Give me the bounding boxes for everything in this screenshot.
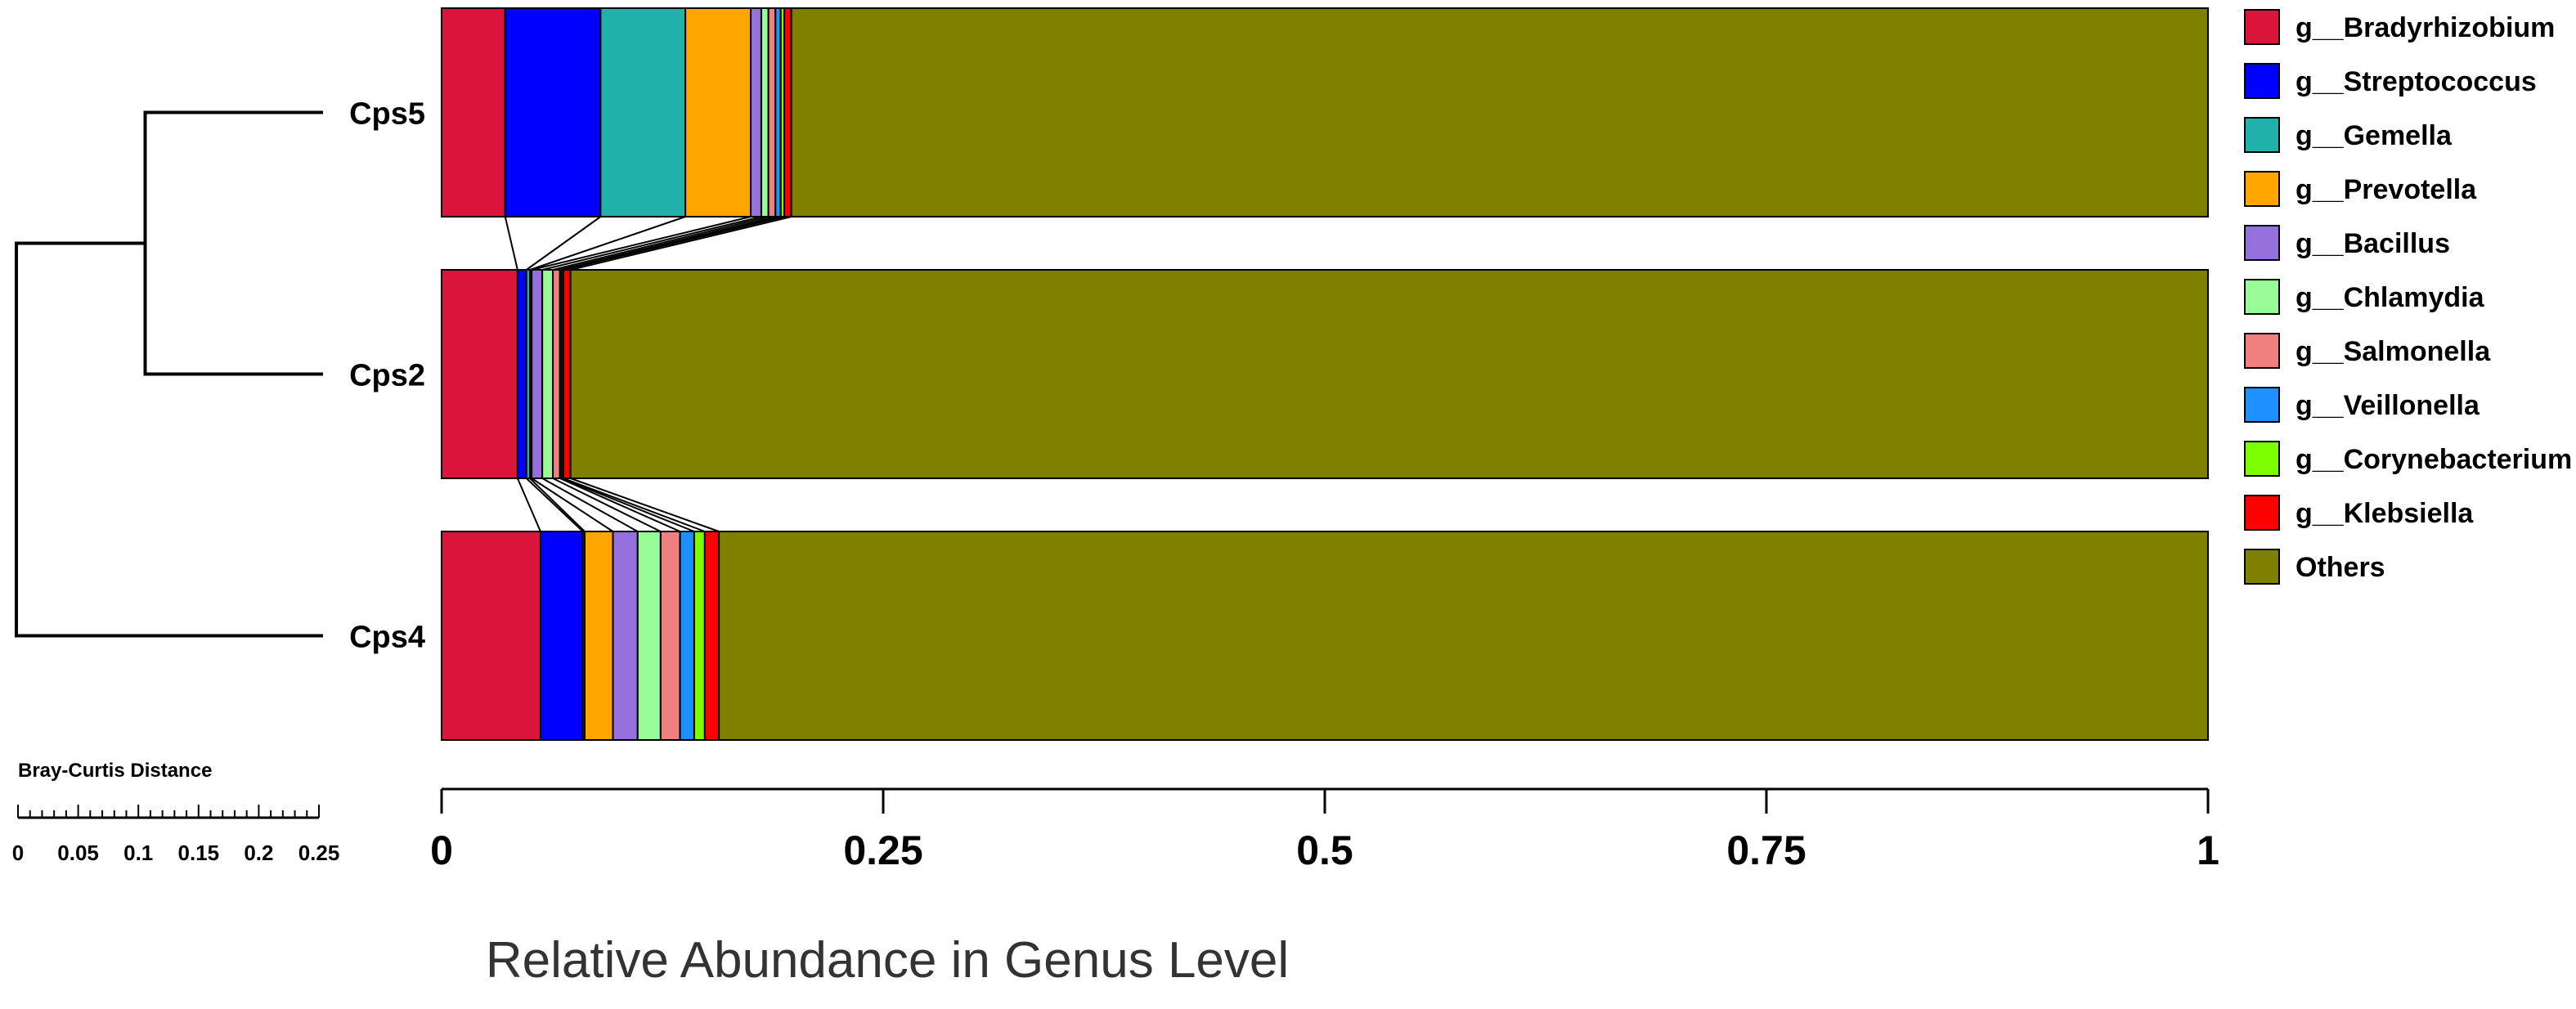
legend-swatch-g-salmonella bbox=[2244, 333, 2280, 369]
connector-line bbox=[525, 478, 584, 532]
bar-segment-cps5-g-salmonella bbox=[767, 7, 777, 217]
bar-segment-cps5-g-klebsiella bbox=[783, 7, 792, 217]
connector-line bbox=[570, 216, 792, 271]
x-axis-title: Relative Abundance in Genus Level bbox=[486, 932, 1289, 989]
scale-tick-label: 0 bbox=[12, 841, 24, 865]
bar-segment-cps2-g-salmonella bbox=[552, 269, 561, 479]
sample-label-cps5: Cps5 bbox=[349, 97, 425, 132]
connector-line bbox=[541, 216, 762, 271]
bar-segment-cps4-g-bradyrhizobium bbox=[441, 531, 541, 741]
bar-segment-cps4-g-prevotella bbox=[583, 531, 614, 741]
legend-swatch-g-chlamydia bbox=[2244, 279, 2280, 315]
legend-label-g-veillonella: g__Veillonella bbox=[2296, 390, 2480, 421]
bar-segment-cps2-g-bradyrhizobium bbox=[441, 269, 518, 479]
connector-line bbox=[559, 478, 681, 532]
bar-segment-cps4-g-salmonella bbox=[659, 531, 681, 741]
bar-segment-cps5-g-streptococcus bbox=[504, 7, 602, 217]
bar-segment-cps2-g-chlamydia bbox=[541, 269, 554, 479]
legend-label-g-bacillus: g__Bacillus bbox=[2296, 228, 2450, 259]
legend-swatch-others bbox=[2244, 549, 2280, 585]
dendrogram-branch-2 bbox=[15, 241, 323, 638]
stacked-bars: Cps5 Cps2 Cps4 bbox=[349, 7, 2209, 741]
bar-segment-cps5-g-prevotella bbox=[684, 7, 752, 217]
distance-scale-bar: Bray-Curtis Distance 0 0.05 0.1 0.15 0.2 0.25 bbox=[12, 760, 340, 865]
connector-line bbox=[504, 216, 518, 271]
legend-swatch-g-klebsiella bbox=[2244, 495, 2280, 531]
connector-line bbox=[526, 216, 601, 271]
legend-swatch-g-streptococcus bbox=[2244, 63, 2280, 99]
scale-tick-label: 0.25 bbox=[298, 841, 340, 865]
connector-line bbox=[531, 216, 752, 271]
connector-line bbox=[563, 216, 785, 271]
legend-label-g-streptococcus: g__Streptococcus bbox=[2296, 66, 2537, 97]
bar-segment-cps4-g-streptococcus bbox=[539, 531, 584, 741]
legend-label-g-corynebacterium: g__Corynebacterium bbox=[2296, 444, 2572, 475]
legend-label-g-gemella: g__Gemella bbox=[2296, 120, 2453, 151]
sample-label-cps2: Cps2 bbox=[349, 359, 425, 393]
bar-segment-cps5-g-chlamydia bbox=[760, 7, 770, 217]
dendrogram bbox=[15, 110, 323, 638]
bar-segment-cps4-g-corynebacterium bbox=[693, 531, 706, 741]
scale-tick-label: 0.15 bbox=[177, 841, 219, 865]
bar-segment-cps2-g-streptococcus bbox=[516, 269, 527, 479]
x-tick-label: 0.75 bbox=[1726, 827, 1806, 873]
x-tick-label: 0 bbox=[430, 827, 453, 873]
x-tick-label: 0.25 bbox=[843, 827, 922, 873]
legend-swatch-g-veillonella bbox=[2244, 387, 2280, 423]
legend-label-g-salmonella: g__Salmonella bbox=[2296, 336, 2491, 367]
bar-segment-cps5-g-bacillus bbox=[750, 7, 762, 217]
legend: g__Bradyrhizobium g__Streptococcus g__Geme… bbox=[2244, 9, 2572, 585]
legend-label-g-chlamydia: g__Chlamydia bbox=[2296, 282, 2485, 313]
dendrogram-branch-1 bbox=[143, 110, 323, 376]
scale-tick-label: 0.05 bbox=[57, 841, 99, 865]
legend-label-g-prevotella: g__Prevotella bbox=[2296, 174, 2477, 205]
legend-label-g-klebsiella: g__Klebsiella bbox=[2296, 498, 2474, 529]
connector-line bbox=[531, 478, 614, 532]
bar-segment-cps2-g-klebsiella bbox=[563, 269, 572, 479]
scale-title: Bray-Curtis Distance bbox=[18, 760, 212, 782]
bar-segment-cps4-g-bacillus bbox=[612, 531, 639, 741]
legend-swatch-g-bacillus bbox=[2244, 225, 2280, 261]
legend-label-others: Others bbox=[2296, 552, 2385, 583]
bar-segment-cps5-g-gemella bbox=[599, 7, 687, 217]
legend-swatch-g-bradyrhizobium bbox=[2244, 9, 2280, 45]
scale-tick-label: 0.2 bbox=[244, 841, 273, 865]
bar-segment-cps5-g-bradyrhizobium bbox=[441, 7, 506, 217]
connector-line bbox=[529, 478, 586, 532]
connector-line bbox=[529, 216, 686, 271]
connector-line bbox=[552, 216, 769, 271]
connector-line bbox=[552, 478, 662, 532]
bar-segment-cps4-g-veillonella bbox=[679, 531, 695, 741]
legend-swatch-g-corynebacterium bbox=[2244, 441, 2280, 477]
bar-connector-lines bbox=[504, 216, 792, 532]
bar-segment-cps4-g-klebsiella bbox=[703, 531, 720, 741]
bar-segment-cps4-g-chlamydia bbox=[636, 531, 662, 741]
sample-label-cps4: Cps4 bbox=[349, 621, 425, 655]
legend-swatch-g-prevotella bbox=[2244, 171, 2280, 207]
connector-line bbox=[541, 478, 639, 532]
x-tick-label: 1 bbox=[2197, 827, 2219, 873]
bar-segment-cps5-others bbox=[790, 7, 2209, 217]
x-tick-label: 0.5 bbox=[1296, 827, 1353, 873]
connector-line bbox=[516, 478, 541, 532]
legend-swatch-g-gemella bbox=[2244, 117, 2280, 153]
connector-line bbox=[570, 478, 720, 532]
scale-tick-label: 0.1 bbox=[123, 841, 153, 865]
connector-line bbox=[563, 478, 706, 532]
bar-segment-cps2-others bbox=[569, 269, 2209, 479]
x-axis: 0 0.25 0.5 0.75 1 bbox=[430, 787, 2219, 873]
bar-segment-cps2-g-bacillus bbox=[531, 269, 544, 479]
legend-label-g-bradyrhizobium: g__Bradyrhizobium bbox=[2296, 12, 2555, 43]
bar-segment-cps4-others bbox=[718, 531, 2209, 741]
connector-line bbox=[561, 478, 695, 532]
